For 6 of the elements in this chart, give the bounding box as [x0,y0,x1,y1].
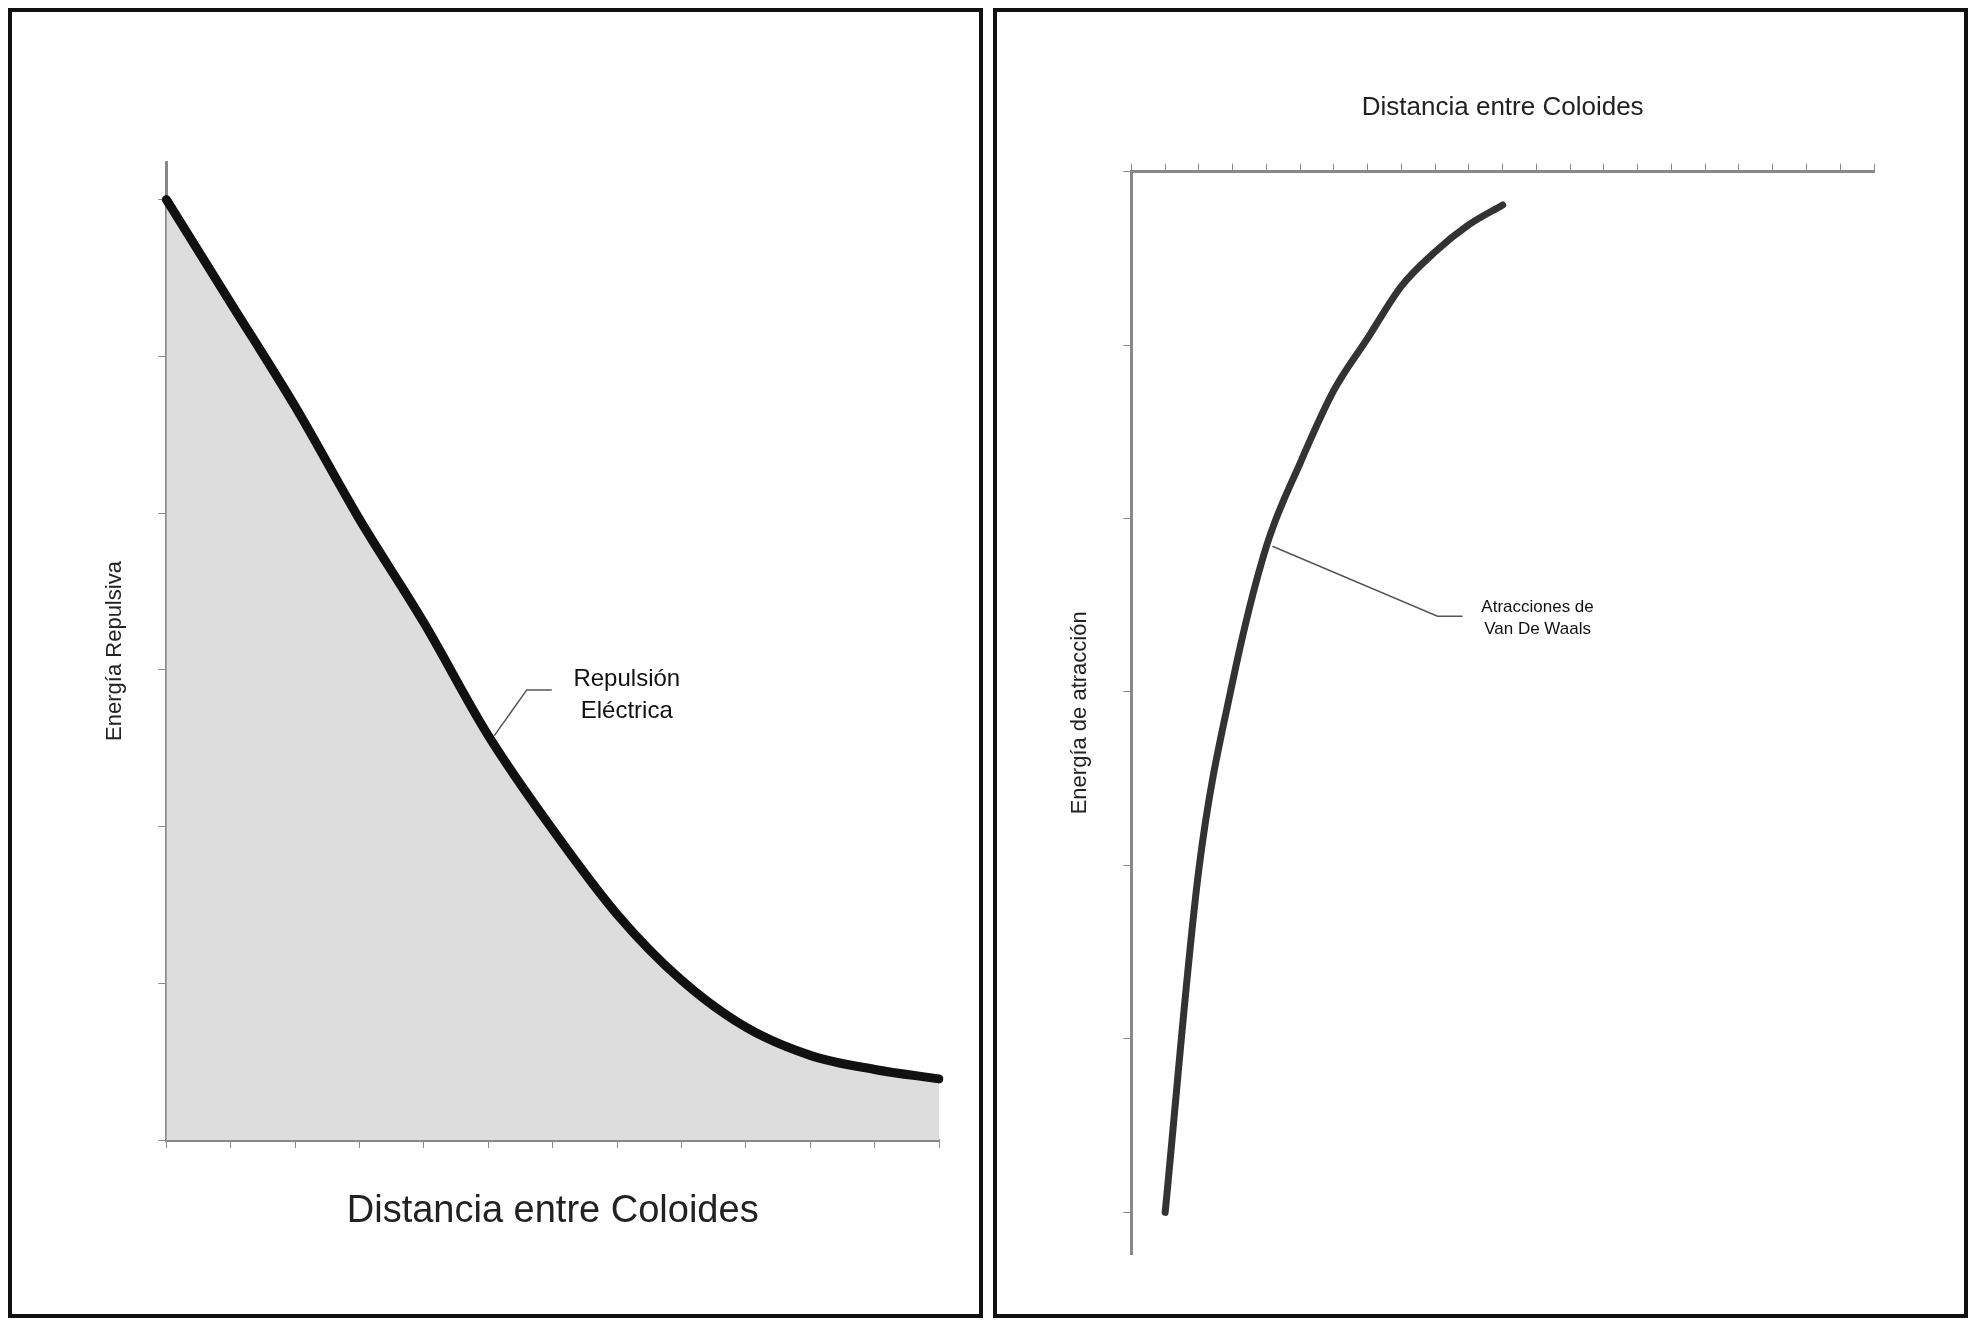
x-axis-title: Distancia entre Coloides [346,1187,759,1230]
y-axis-title: Energía Repulsiva [101,560,127,741]
y-axis-title: Energía de atracción [1066,611,1092,815]
x-axis-title: Distancia entre Coloides [1361,90,1644,121]
annotation: Repulsión Eléctrica [573,663,681,723]
annotation: Atracciones de Van De Waals [1481,597,1594,639]
